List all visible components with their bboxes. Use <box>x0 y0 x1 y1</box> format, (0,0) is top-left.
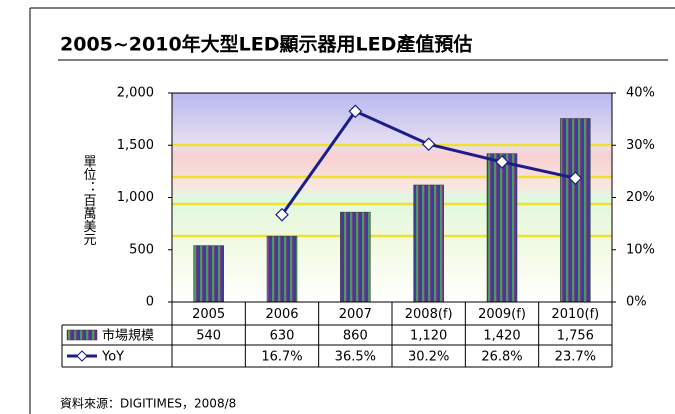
legend-label: 市場規模 <box>102 328 154 344</box>
bar <box>413 184 444 303</box>
y2-tick-label: 10% <box>626 242 655 257</box>
x-tick-label: 2006 <box>265 307 298 322</box>
x-tick-label: 2005 <box>192 307 225 322</box>
bar <box>340 211 371 303</box>
table-value: 860 <box>343 329 368 344</box>
bar <box>193 245 224 303</box>
legend-swatch <box>66 329 98 341</box>
y-tick-label: 0 <box>146 295 154 310</box>
yoy-marker <box>275 207 289 222</box>
plot-background <box>172 93 612 302</box>
bar <box>560 118 591 303</box>
legend-swatch <box>76 350 88 362</box>
y-axis-label: 單位：百萬美元 <box>81 155 97 247</box>
y-tick-label: 500 <box>129 242 154 257</box>
bar <box>486 153 518 303</box>
yoy-marker <box>421 137 436 152</box>
table-value: 1,420 <box>483 329 520 344</box>
y-tick-label: 1,500 <box>117 138 154 153</box>
table-value: 23.7% <box>555 350 596 365</box>
decor-lines <box>172 143 612 238</box>
table-value: 1,120 <box>410 329 447 344</box>
y2-tick-label: 0% <box>626 295 647 310</box>
yoy-marker <box>348 104 363 119</box>
y2-tick-label: 20% <box>626 190 655 205</box>
x-tick-label: 2007 <box>339 307 372 322</box>
source: 資料來源：DIGITIMES，2008/8 <box>60 397 236 411</box>
table-value: 26.8% <box>481 350 522 365</box>
x-tick-label: 2010(f) <box>551 307 599 322</box>
yoy-marker <box>568 171 583 186</box>
table-value: 540 <box>196 329 221 344</box>
y2-tick-label: 30% <box>626 138 655 153</box>
chart-title: 2005~2010年大型LED顯示器用LED產值預估 <box>60 33 472 56</box>
y2-tick-label: 40% <box>626 86 655 101</box>
legend-label: YoY <box>101 350 124 365</box>
table-value: 36.5% <box>335 350 376 365</box>
bar <box>266 235 298 303</box>
y-tick-label: 2,000 <box>117 86 154 101</box>
yoy-marker <box>495 155 509 169</box>
table-value: 630 <box>270 329 295 344</box>
x-tick-label: 2008(f) <box>405 307 453 322</box>
table-value: 30.2% <box>408 350 449 365</box>
x-tick-label: 2009(f) <box>478 307 526 322</box>
y-tick-label: 1,000 <box>117 190 154 205</box>
table-value: 16.7% <box>261 350 302 365</box>
table-value: 1,756 <box>557 329 594 344</box>
